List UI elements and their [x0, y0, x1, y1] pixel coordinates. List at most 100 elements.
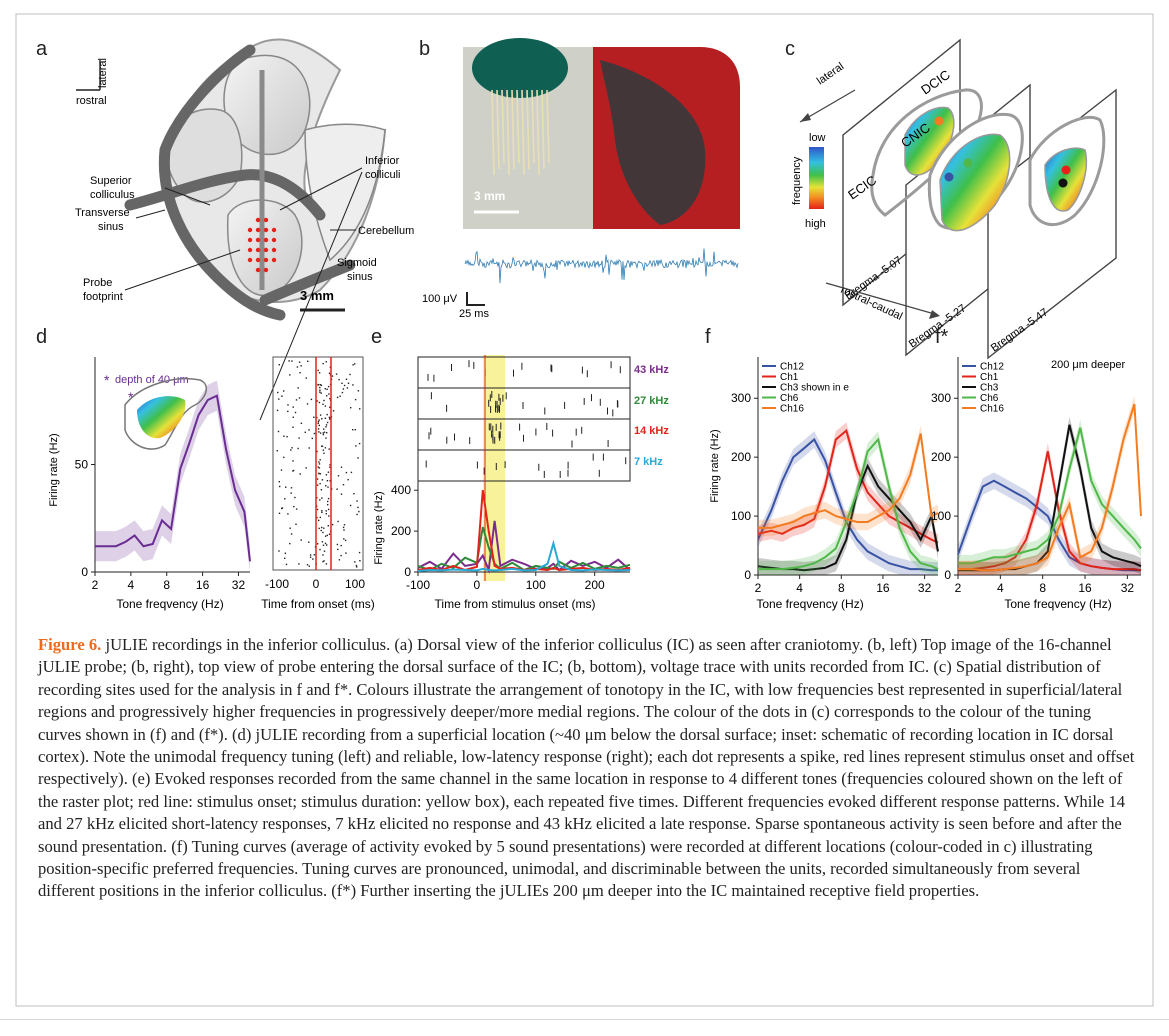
time-scale-label: 25 ms [459, 308, 489, 320]
spike-dot [356, 513, 358, 516]
y-tick-label: 100 [931, 509, 951, 523]
spike-dot [319, 414, 322, 416]
panel-c: lateral low high frequency DCIC CNIC ECI… [791, 38, 1117, 360]
spike-dot [337, 520, 339, 523]
legend-entry: Ch3 [980, 383, 999, 394]
y-tick-label: 50 [75, 458, 89, 472]
spike-dot [312, 558, 314, 560]
spike-dot [308, 541, 310, 543]
spike-dot [289, 542, 291, 545]
spike-dot [347, 382, 350, 384]
x-tick-label: 32 [232, 578, 246, 592]
spike-dot [325, 485, 327, 487]
spike-dot [332, 410, 335, 412]
spike-dot [292, 416, 294, 418]
spike-dot [343, 524, 346, 526]
spike-dot [322, 544, 325, 546]
spike-dot [324, 405, 327, 407]
raster-tick-1: -100 [265, 577, 289, 591]
spike-dot [322, 433, 325, 436]
spike-dot [326, 413, 328, 416]
site-dot-ch6 [963, 158, 973, 168]
spike-dot [276, 450, 278, 452]
panel-letter-a: a [36, 38, 48, 60]
spike-dot [326, 432, 328, 434]
spike-dot [327, 385, 330, 388]
deeper-note: 200 μm deeper [1051, 359, 1126, 371]
probe-wire [496, 89, 500, 170]
spike-dot [298, 563, 300, 565]
psth-line [417, 526, 631, 572]
y-tick-label: 0 [944, 568, 951, 582]
legend-entry: Ch1 [980, 372, 999, 383]
probe-wire [546, 89, 550, 164]
spike-dot [308, 429, 310, 431]
spike-dot [287, 410, 289, 413]
psth-line [417, 539, 631, 572]
x-tick-label: 100 [526, 578, 546, 592]
spike-dot [325, 513, 327, 515]
spike-dot [346, 387, 349, 389]
spike-dot [319, 482, 321, 485]
probe-dot [263, 257, 269, 263]
probe-dot [255, 217, 261, 223]
spike-dot [316, 497, 318, 499]
spike-dot [283, 456, 285, 459]
probe-dot [271, 247, 277, 253]
voltage-trace-line [464, 248, 739, 284]
chart-f-ylabel: Firing rate (Hz) [709, 429, 721, 502]
spike-dot [316, 478, 319, 480]
spike-dot [325, 474, 328, 476]
spike-dot [278, 398, 280, 400]
site-dot-ch12 [944, 172, 954, 182]
spike-dot [336, 488, 338, 490]
tone-label-14: 14 kHz [634, 425, 669, 437]
spike-dot [343, 529, 345, 531]
colorbar-high: high [805, 218, 826, 230]
y-tick-label: 300 [931, 391, 951, 405]
probe-footprint-label-2: footprint [83, 291, 123, 303]
panel-letter-f: f [705, 326, 711, 348]
probe-dot [271, 237, 277, 243]
inferior-colliculi-label-2: colliculi [365, 169, 400, 181]
probe-dot [263, 227, 269, 233]
spike-dot [326, 534, 328, 537]
y-tick-label: 0 [404, 565, 411, 579]
raster-frame [272, 356, 364, 571]
superior-colliculus-pointer [164, 187, 211, 206]
lateral-label: lateral [815, 60, 846, 87]
tonotopic-region-2 [939, 133, 1011, 232]
series-line [758, 433, 939, 529]
spike-dot [285, 563, 288, 566]
spike-dot [358, 442, 361, 445]
spike-dot [323, 399, 325, 402]
series-line [757, 428, 939, 544]
spike-dot [278, 364, 280, 366]
spike-dot [322, 554, 324, 556]
spike-dot [329, 406, 331, 408]
spike-dot [305, 467, 307, 469]
probe-wire [531, 89, 535, 164]
legend-entry: Ch1 [780, 372, 799, 383]
spike-dot [321, 541, 324, 543]
spike-dot [317, 543, 319, 545]
spike-dot [326, 480, 329, 482]
probe-dot [271, 227, 277, 233]
panel-d: 2 4 8 16 32 0 50 Firing rate (Hz) Tone freqven… [48, 356, 375, 611]
spike-dot [299, 372, 301, 374]
spike-dot [317, 428, 320, 430]
series-line [758, 437, 939, 571]
spike-dot [313, 416, 315, 418]
spike-dot [277, 430, 280, 433]
spike-dot [336, 543, 339, 546]
spike-dot [356, 500, 358, 502]
series-line [757, 437, 938, 572]
spike-dot [349, 373, 351, 376]
panel-letter-d: d [36, 326, 48, 348]
chart-f-xlabel: Tone freqvency (Hz) [756, 597, 863, 611]
spike-dot [290, 449, 292, 451]
spike-dot [292, 406, 294, 408]
spike-dot [342, 388, 345, 390]
inferior-colliculi-pointer-2 [259, 171, 363, 421]
